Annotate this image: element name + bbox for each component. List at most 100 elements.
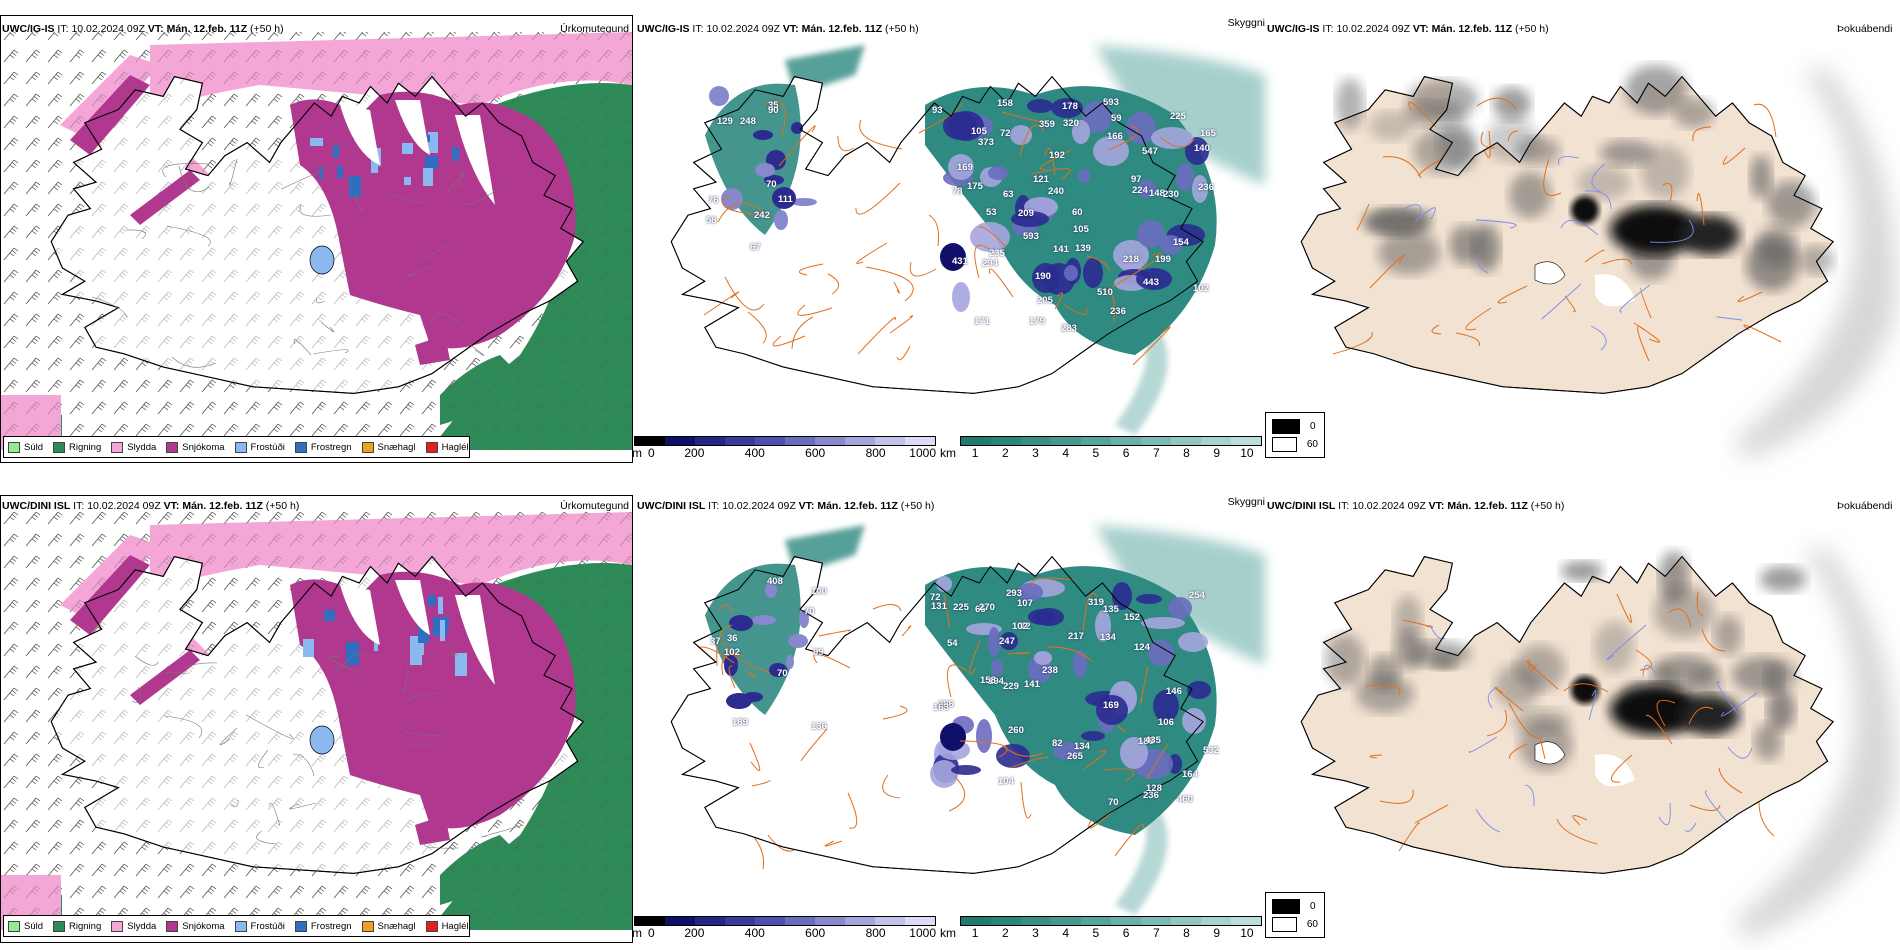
snow-gap (395, 100, 430, 155)
colorbar-tick: 200 (684, 446, 705, 460)
road (1483, 130, 1491, 159)
road (772, 335, 806, 347)
fog-index-shade (1378, 231, 1440, 275)
low-ceiling-patch (791, 198, 817, 206)
colorbar-tick: 0 (648, 926, 655, 940)
road (969, 639, 981, 675)
road (1086, 255, 1111, 272)
road (1114, 823, 1144, 857)
colorbar-cell (755, 437, 785, 445)
low-ceiling-patch (755, 163, 775, 177)
road (1111, 252, 1162, 288)
ceiling-value-label: 189 (732, 717, 748, 728)
road (797, 304, 833, 316)
ceiling-value-label: 460 (1177, 794, 1193, 805)
freezing-rain-patch (455, 653, 467, 676)
fog-legend-row1: 0 60 (1265, 412, 1325, 458)
fog-swatch-black (1272, 898, 1300, 914)
legend-label: Frostúði (250, 920, 285, 932)
ceiling-value-label: 194 (988, 676, 1004, 687)
visibility-unit: km (940, 446, 956, 460)
colorbar-tick: 10 (1240, 926, 1254, 940)
road (1159, 136, 1195, 148)
ceiling-value-label: 102 (1012, 621, 1028, 632)
glacier (1595, 754, 1635, 787)
legend-swatch (425, 920, 438, 932)
road (418, 243, 450, 263)
river (1429, 624, 1446, 640)
freezing-rain-patch (310, 138, 323, 146)
road (1497, 285, 1528, 304)
ceiling-value-label: 319 (1088, 597, 1104, 608)
fog-swatch-white (1272, 436, 1297, 452)
colorbar-cell (725, 917, 755, 925)
road (1610, 754, 1633, 783)
colorbar-cell (1171, 917, 1201, 925)
road (1332, 331, 1373, 355)
colorbar-tick: 1000 (909, 446, 936, 460)
road (1040, 149, 1072, 170)
road (718, 604, 733, 614)
freezing-rain-patch (438, 597, 443, 614)
panel-header: UWC/IG-IS IT: 10.02.2024 09Z VT: Mán. 12… (1267, 23, 1549, 35)
snow-area (415, 335, 450, 365)
fog-index-shade (1732, 656, 1796, 694)
freezing-rain-patch (428, 132, 438, 153)
ceiling-value-label: 236 (1143, 790, 1159, 801)
river (1642, 664, 1658, 677)
road (256, 830, 277, 845)
colorbar-cell (961, 917, 991, 925)
ceiling-value-label: 238 (1042, 665, 1058, 676)
road (388, 192, 426, 205)
legend-label: Súld (24, 920, 44, 932)
ceiling-value-label: 247 (999, 636, 1015, 647)
road (1054, 292, 1063, 310)
ceiling-value-label: 270 (979, 602, 995, 613)
colorbar-cell (785, 917, 815, 925)
road (857, 317, 897, 355)
low-ceiling-patch (1078, 169, 1090, 183)
road (1696, 193, 1705, 226)
ceiling-value-label: 72 (930, 592, 941, 603)
colorbar-cell (991, 437, 1021, 445)
precip-legend-item: Súld (8, 920, 44, 932)
colorbar-cell (961, 437, 991, 445)
legend-swatch (111, 920, 124, 932)
ceiling-value-label: 435 (1145, 735, 1161, 746)
road (1509, 743, 1528, 760)
colorbar-cell (1111, 437, 1141, 445)
precip-legend-item: Súld (8, 441, 43, 453)
river (1557, 156, 1580, 166)
ceiling-value-label: 209 (1018, 208, 1034, 219)
snow-area (290, 91, 576, 349)
low-ceiling-patch (996, 744, 1030, 768)
ceiling-value-label: 260 (1008, 725, 1024, 736)
road (1645, 714, 1673, 745)
ceiling-value-label: 179 (1029, 316, 1045, 327)
fog-index-dark (1571, 676, 1599, 704)
road (978, 226, 1007, 248)
road (402, 692, 440, 706)
snow-area (70, 555, 150, 635)
fog-panel-row1: UWC/IG-IS IT: 10.02.2024 09Z VT: Mán. 12… (1265, 12, 1900, 464)
colorbar-cell (695, 917, 725, 925)
legend-swatch (294, 920, 307, 932)
fog-index-shade (1594, 621, 1634, 673)
colorbar-tick: 6 (1122, 926, 1130, 940)
freezing-rain-patch (410, 655, 422, 665)
road (245, 714, 294, 739)
road (400, 667, 409, 693)
low-ceiling-patch (788, 634, 808, 648)
river (1727, 746, 1753, 759)
ceiling-value-label: 265 (1067, 751, 1083, 762)
panel-title: Þokuábendi (1837, 23, 1893, 35)
ceiling-value-label: 54 (947, 638, 958, 649)
glacier (1595, 274, 1635, 307)
sea-fog (1115, 315, 1168, 435)
fog-index-shade (1356, 675, 1414, 713)
coastline (1300, 75, 1834, 394)
legend-swatch (361, 441, 374, 453)
low-ceiling-patch (1027, 99, 1053, 113)
ceiling-unit: m (632, 446, 642, 460)
road (746, 670, 758, 678)
